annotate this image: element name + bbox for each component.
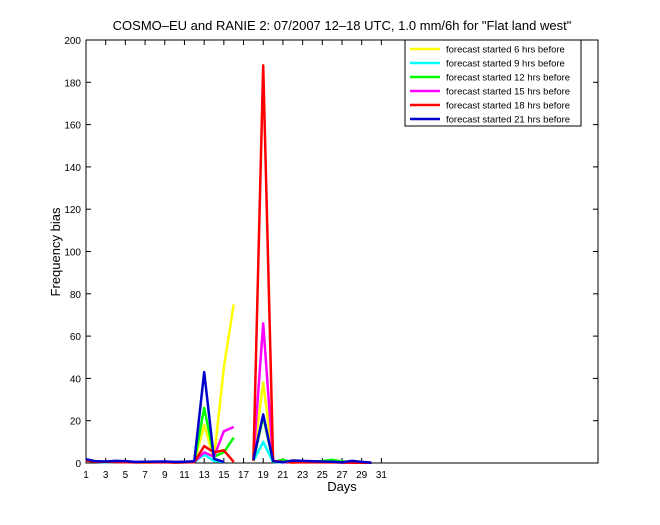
legend-entry: forecast started 6 hrs before <box>446 45 565 56</box>
y-tick-label: 120 <box>64 205 81 216</box>
y-tick-label: 0 <box>75 459 81 470</box>
x-tick-label: 19 <box>258 470 270 481</box>
legend-entry: forecast started 21 hrs before <box>446 115 570 126</box>
legend-entry: forecast started 18 hrs before <box>446 101 570 112</box>
x-tick-label: 3 <box>103 470 109 481</box>
y-tick-label: 180 <box>64 78 81 89</box>
y-tick-label: 80 <box>70 290 82 301</box>
chart-legend: forecast started 6 hrs before forecast st… <box>404 39 582 127</box>
y-tick-label: 60 <box>70 332 82 343</box>
chart-title: COSMO–EU and RANIE 2: 07/2007 12–18 UTC,… <box>113 18 572 33</box>
y-tick-label: 40 <box>70 374 82 385</box>
legend-entry: forecast started 12 hrs before <box>446 73 570 84</box>
x-tick-label: 23 <box>297 470 309 481</box>
x-axis-ticks: 1 3 5 7 9 11 13 15 17 19 21 23 25 27 29 31 <box>83 40 387 481</box>
legend-entry: forecast started 9 hrs before <box>446 59 565 70</box>
x-tick-label: 1 <box>83 470 89 481</box>
y-tick-label: 140 <box>64 163 81 174</box>
x-tick-label: 21 <box>277 470 289 481</box>
x-tick-label: 27 <box>336 470 348 481</box>
x-tick-label: 29 <box>356 470 368 481</box>
x-tick-label: 7 <box>142 470 148 481</box>
x-tick-label: 17 <box>238 470 250 481</box>
x-tick-label: 13 <box>199 470 211 481</box>
y-tick-label: 160 <box>64 121 81 132</box>
series-lines <box>85 64 372 465</box>
y-tick-label: 100 <box>64 248 81 259</box>
y-axis-ticks: 0 20 40 60 80 100 120 140 160 180 200 <box>64 36 598 470</box>
x-tick-label: 9 <box>162 470 168 481</box>
x-axis-label: Days <box>327 479 357 494</box>
legend-box <box>404 39 582 127</box>
series-line-6 <box>85 370 372 464</box>
x-tick-label: 11 <box>179 470 190 481</box>
y-tick-label: 20 <box>70 417 82 428</box>
y-tick-label: 200 <box>64 36 81 47</box>
x-tick-label: 15 <box>218 470 230 481</box>
x-tick-label: 25 <box>317 470 329 481</box>
x-tick-label: 5 <box>123 470 129 481</box>
x-tick-label: 31 <box>376 470 388 481</box>
legend-entry: forecast started 15 hrs before <box>446 87 570 98</box>
y-axis-label: Frequency bias <box>48 207 63 296</box>
